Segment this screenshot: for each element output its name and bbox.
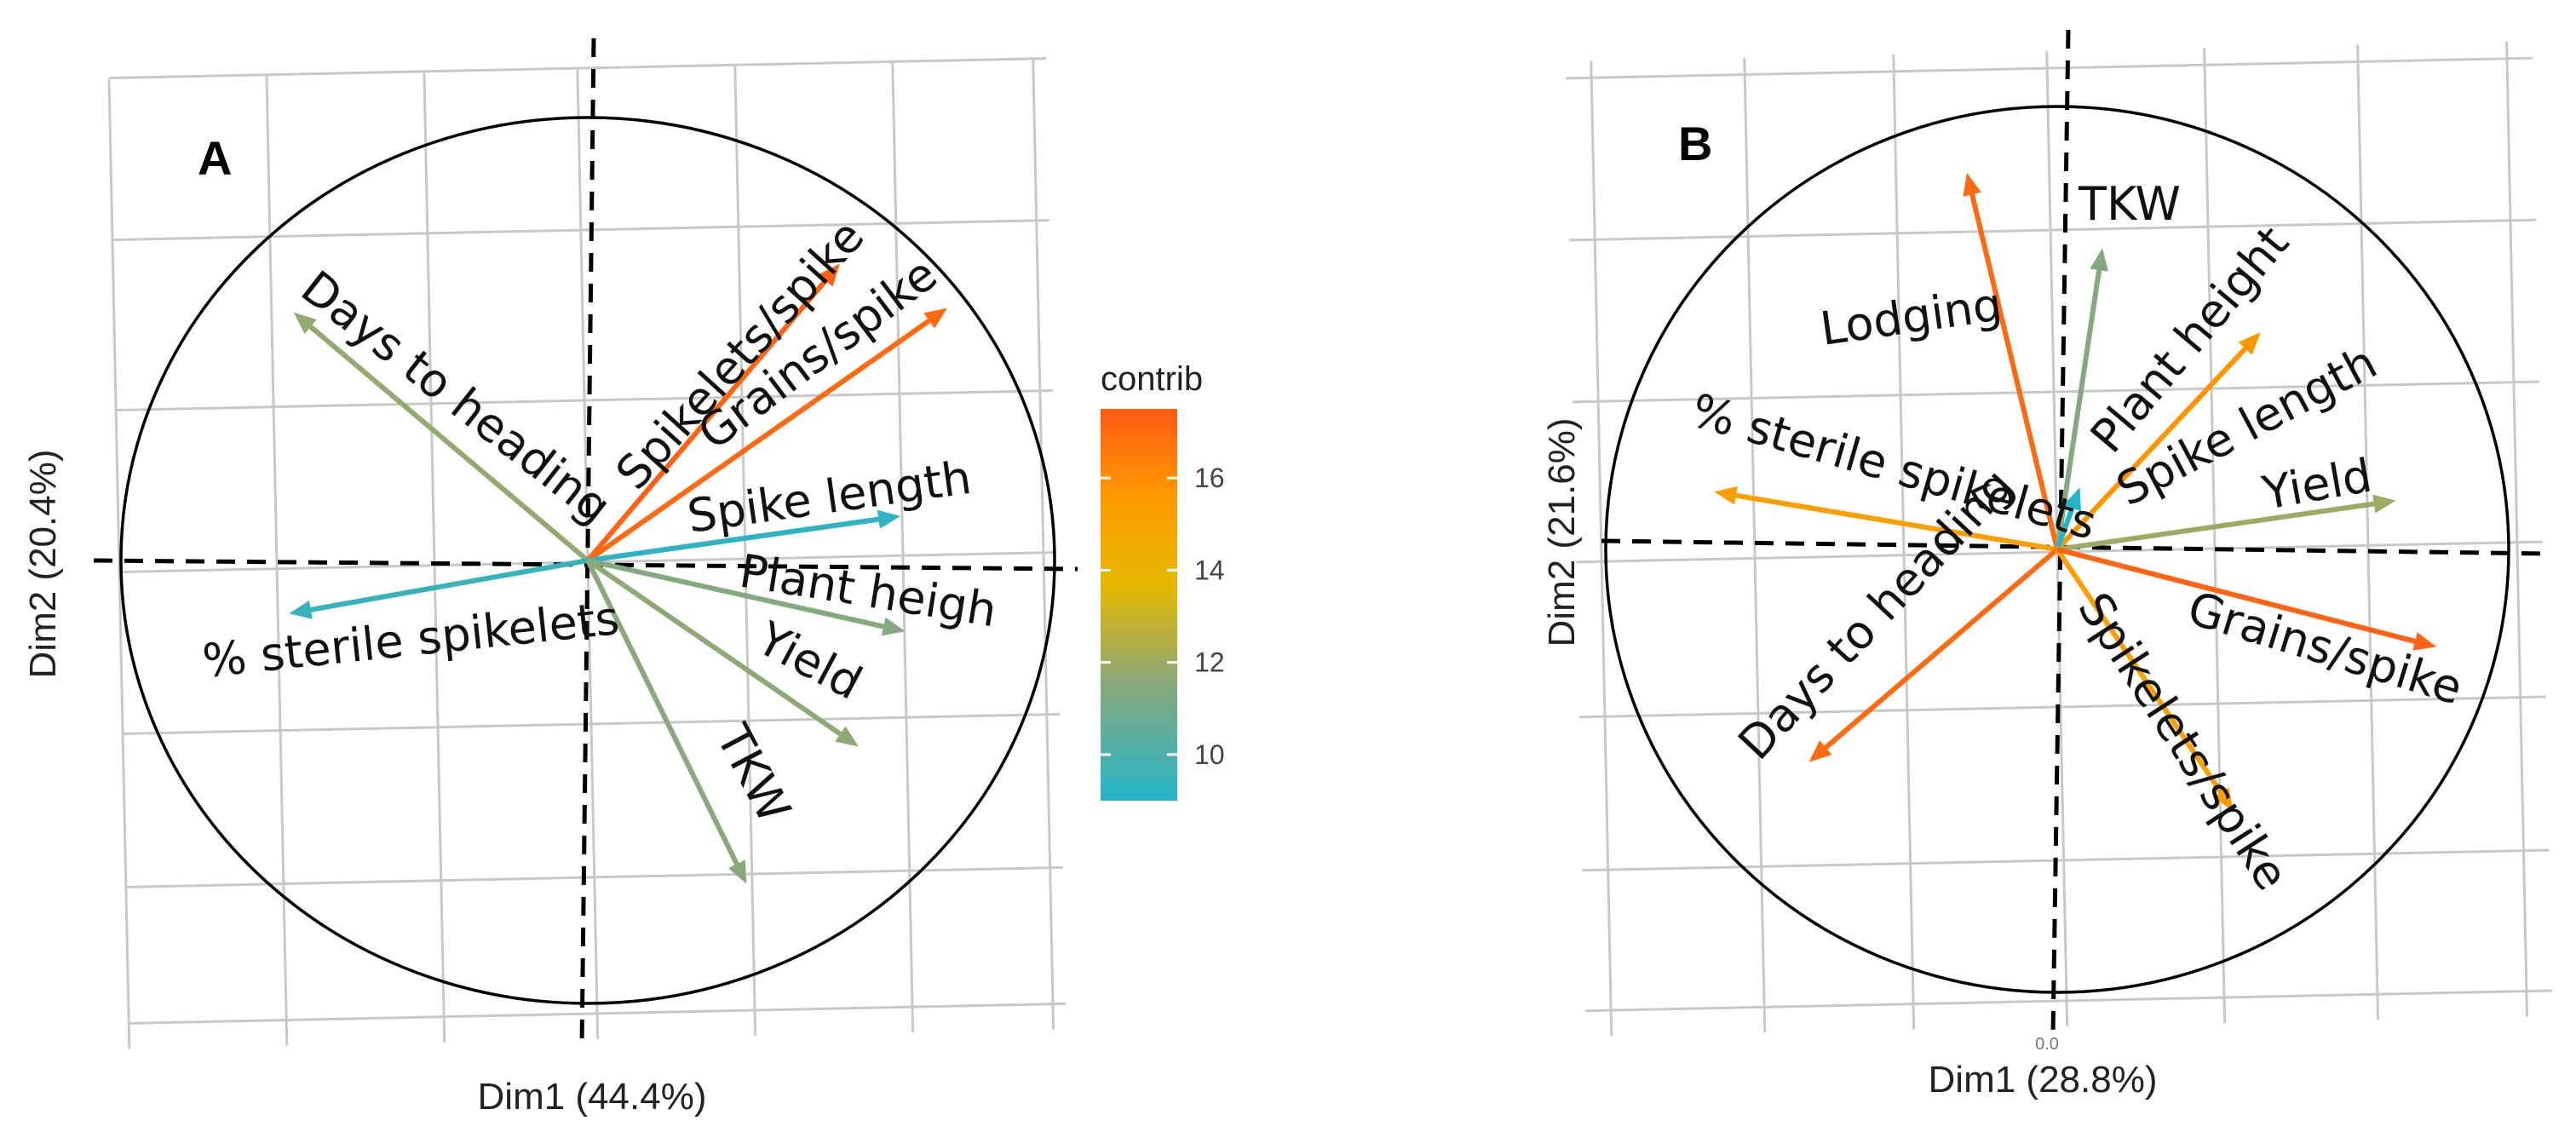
arrowhead-a-spike-length: [877, 509, 901, 529]
arrowhead-a-tkw: [727, 859, 747, 884]
arrow-a-spikelets-spike: [585, 279, 828, 562]
arrow-b-sterile-spikelets: [1735, 492, 2058, 552]
arrowhead-a-days-to-heading: [293, 312, 317, 334]
panel-b-y-axis-title: Dim2 (21.6%): [1541, 418, 1583, 647]
arrow-b-yield: [2056, 501, 2375, 552]
arrow-b-plant-height: [2055, 347, 2247, 552]
label-a-days-to-heading: Days to heading: [291, 261, 621, 535]
label-b-yield: Yield: [2257, 448, 2376, 520]
arrow-a-spike-length: [587, 516, 879, 563]
arrowhead-a-plant-heigh: [881, 617, 906, 636]
legend-tick-label: 14: [1194, 555, 1225, 585]
arrowhead-a-grains-spike: [923, 307, 947, 329]
legend-title: contrib: [1101, 360, 1203, 398]
legend-tick-label: 16: [1194, 463, 1225, 493]
arrowhead-b-lodging: [1963, 173, 1981, 197]
arrow-a-yield: [586, 558, 842, 737]
arrow-b-lodging: [1969, 193, 2060, 550]
panel-a-arrows: [289, 263, 947, 884]
panel-a-x-axis-title: Dim1 (44.4%): [478, 1076, 707, 1118]
arrowhead-a-yield: [835, 726, 859, 747]
panel-b-x-axis-title: Dim1 (28.8%): [1929, 1059, 2158, 1101]
label-a-yield: Yield: [748, 611, 871, 710]
arrowhead-b-yield: [2372, 494, 2396, 514]
panel-b-bottom-fragment: 0.0: [2035, 1035, 2059, 1054]
legend-tick-label: 10: [1194, 739, 1225, 770]
legend-ticks: 16 14 12 10: [1101, 463, 1225, 770]
label-a-sterile-spikelets: % sterile spikelets: [200, 591, 622, 688]
panel-b-grid: [1566, 41, 2552, 1037]
panel-a-correlation-circle: [119, 116, 1056, 1005]
arrow-b-spike-length: [2055, 507, 2075, 551]
arrowhead-b-days-to-heading: [1808, 740, 1832, 762]
arrow-b-days-to-heading: [1824, 547, 2059, 750]
arrowhead-b-spike-length: [2063, 487, 2081, 512]
panel-a-grid: [107, 57, 1067, 1049]
label-a-tkw: TKW: [705, 716, 801, 831]
arrow-a-sterile-spikelets: [310, 558, 589, 612]
arrow-b-spikelets-spike: [2055, 548, 2223, 794]
arrow-a-grains-spike: [586, 319, 931, 563]
arrowhead-b-spikelets-spike: [2213, 787, 2234, 811]
arrow-a-days-to-heading: [308, 325, 589, 563]
panel-a-label: A: [198, 131, 232, 185]
panel-b-arrows: [1714, 173, 2437, 811]
panel-b-correlation-circle: [1604, 105, 2510, 994]
arrow-a-tkw: [585, 559, 739, 865]
label-b-lodging: Lodging: [1817, 278, 2005, 356]
panel-a-vertical-axis: [579, 37, 596, 1049]
arrowhead-b-tkw: [2090, 248, 2109, 272]
panel-b-label: B: [1678, 117, 1712, 170]
arrowhead-b-grains-spike: [2412, 632, 2437, 651]
arrow-a-plant-heigh: [587, 558, 884, 629]
arrow-b-tkw: [2055, 269, 2102, 550]
legend-tick-label: 12: [1194, 647, 1225, 678]
arrowhead-a-sterile-spikelets: [289, 601, 313, 619]
label-b-tkw: TKW: [2078, 177, 2181, 231]
panel-a-y-axis-title: Dim2 (20.4%): [22, 450, 64, 679]
arrowhead-b-sterile-spikelets: [1714, 486, 1738, 505]
arrowhead-b-plant-height: [2238, 332, 2261, 355]
arrow-b-grains-spike: [2056, 547, 2416, 644]
arrowhead-a-spikelets-spike: [818, 263, 840, 287]
legend-colorbar: [1101, 409, 1177, 801]
